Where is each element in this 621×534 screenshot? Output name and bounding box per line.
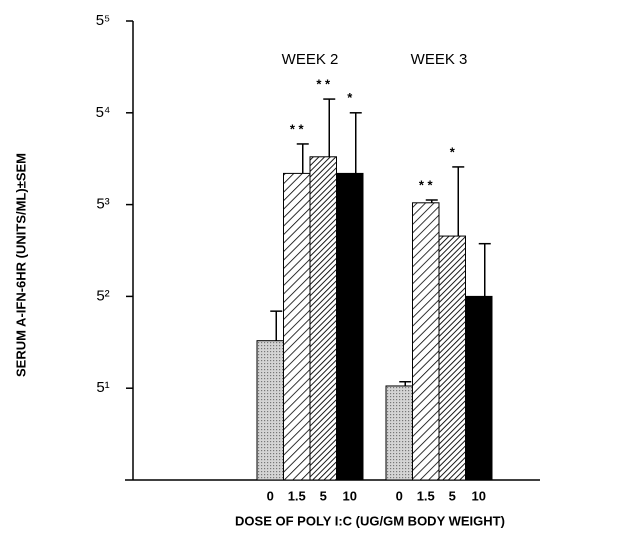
x-tick-label: 10 [472, 488, 486, 503]
bar [256, 340, 284, 481]
annotation: * * [316, 77, 331, 92]
bar [438, 235, 466, 481]
y-tick-label: 5² [96, 287, 109, 304]
y-tick-label: 5⁴ [96, 104, 111, 121]
x-tick-label: 1.5 [288, 488, 306, 503]
annotation: * [450, 144, 456, 159]
x-tick-label: 1.5 [417, 488, 435, 503]
y-tick-label: 5¹ [96, 379, 109, 396]
bar [309, 156, 337, 481]
bar [336, 172, 364, 481]
category-label: WEEK 2 [282, 51, 339, 68]
x-tick-label: 10 [343, 488, 357, 503]
annotation: * [347, 90, 353, 105]
x-tick-label: 5 [449, 488, 456, 503]
annotation: * * [290, 121, 305, 136]
x-tick-label: 5 [320, 488, 327, 503]
category-label: WEEK 3 [411, 51, 468, 68]
bar [465, 295, 493, 481]
x-tick-label: 0 [396, 488, 403, 503]
x-tick-label: 0 [267, 488, 274, 503]
bar [385, 385, 413, 481]
y-tick-label: 5³ [96, 196, 109, 213]
bar [283, 172, 311, 481]
bar [412, 202, 440, 481]
annotation: * * [419, 177, 434, 192]
y-tick-label: 5⁵ [96, 12, 111, 29]
x-axis-title: DOSE OF POLY I:C (UG/GM BODY WEIGHT) [235, 513, 505, 528]
y-axis-title: SERUM A-IFN-6HR (UNITS/ML)±SEM [13, 153, 28, 377]
